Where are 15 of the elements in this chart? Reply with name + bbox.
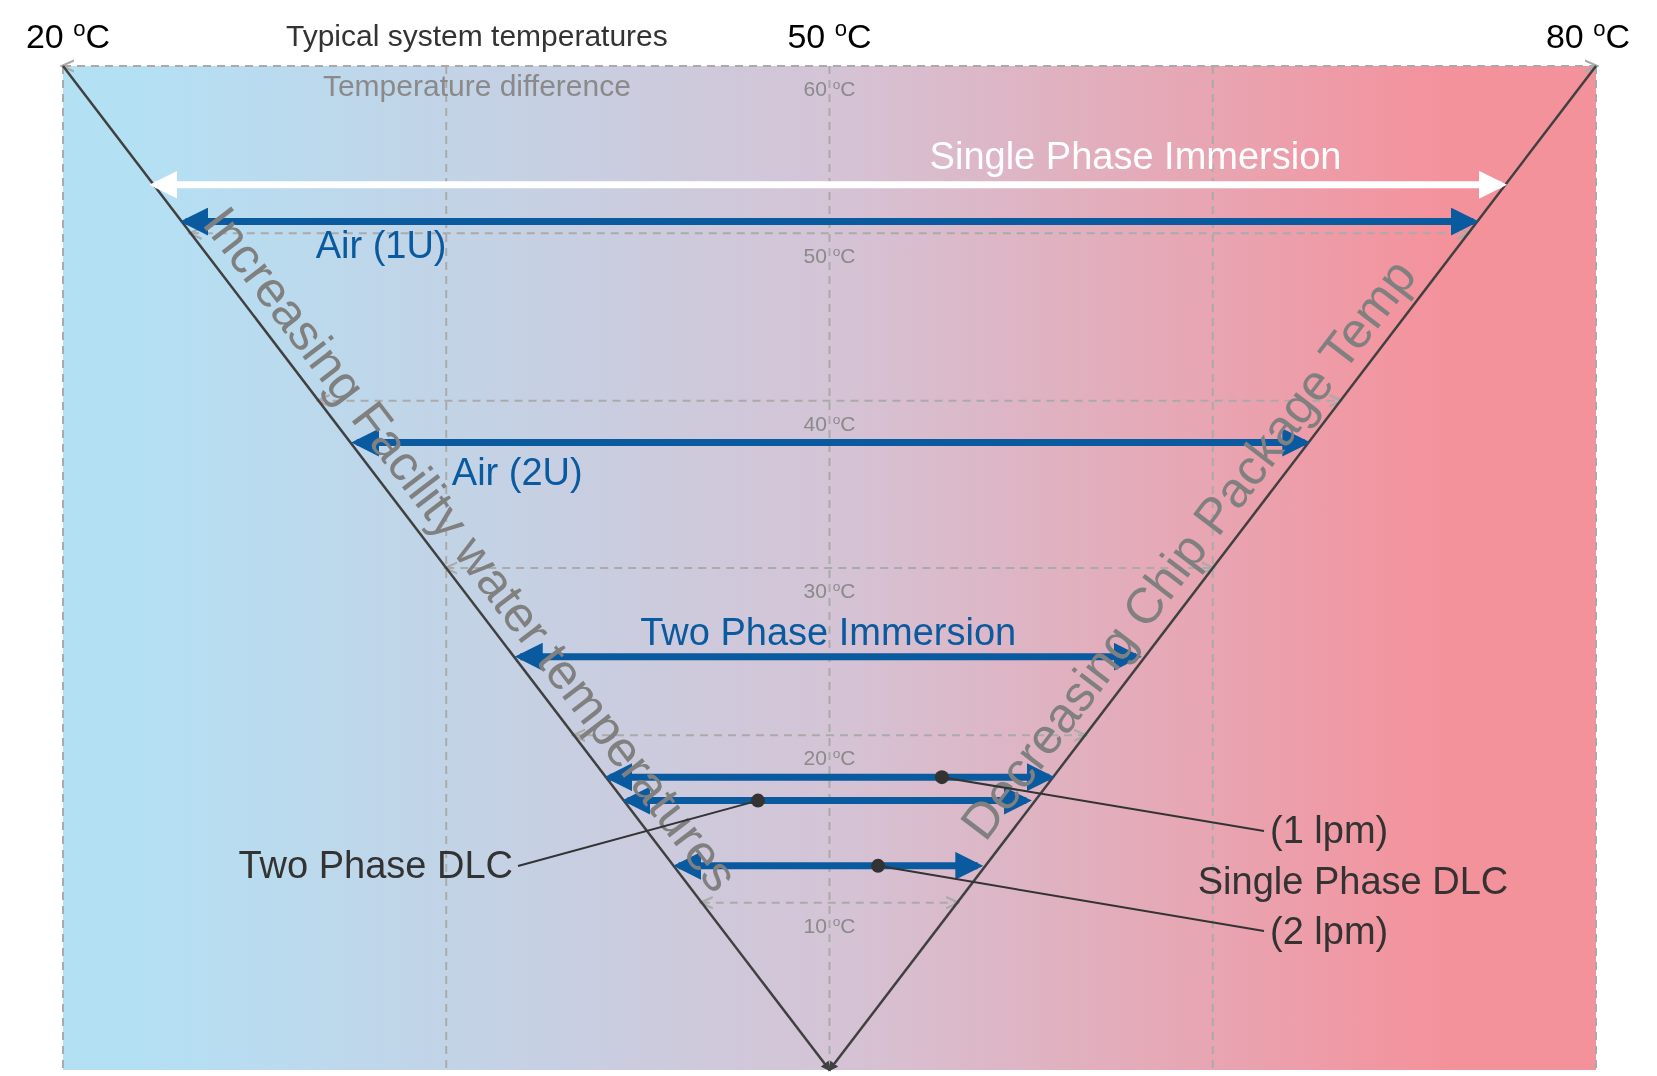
series-label: Single Phase Immersion: [929, 134, 1342, 177]
y-tick-label: 30 $^{o}$C: [803, 578, 856, 602]
y-tick-label: 10 $^{o}$C: [803, 913, 856, 937]
annotation: (1 lpm): [1270, 809, 1389, 851]
annotation: (2 lpm): [1270, 910, 1389, 952]
annotation: Single Phase DLC: [1197, 860, 1509, 902]
annotation: Two Phase DLC: [238, 844, 513, 886]
y-tick-label: 20 $^{o}$C: [803, 745, 856, 770]
x-tick-label: 80 $^{o}$C: [1545, 15, 1631, 55]
x-tick-label: 20 $^{o}$C: [25, 15, 111, 55]
y-tick-label: 40 $^{o}$C: [803, 411, 856, 435]
y-axis-title: Temperature difference: [322, 69, 631, 102]
x-axis-title: Typical system temperatures: [286, 19, 668, 52]
y-tick-label: 60 $^{o}$C: [803, 76, 856, 100]
y-tick-label: 50 $^{o}$C: [803, 243, 856, 268]
